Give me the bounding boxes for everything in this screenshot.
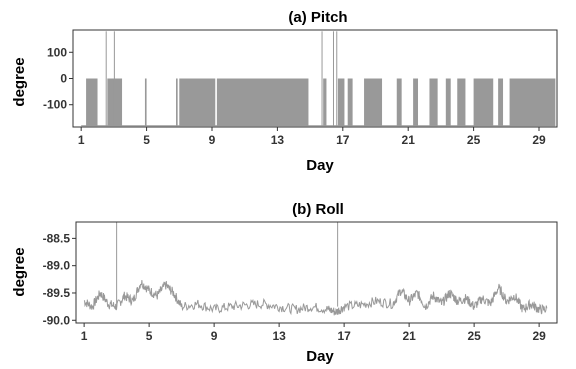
pitch-x-tick-label: 13 [271, 133, 285, 147]
roll-series-line [83, 280, 548, 316]
pitch-segment [179, 78, 216, 126]
pitch-x-tick-label: 1 [78, 133, 85, 147]
pitch-segment [364, 78, 383, 126]
roll-panel: (b) Roll degree Day 1 5 9 13 17 21 25 29 -88.5-… [11, 201, 558, 365]
pitch-segment [323, 78, 327, 126]
pitch-segment [332, 31, 334, 126]
pitch-segment [429, 78, 438, 126]
pitch-segment [86, 78, 98, 126]
pitch-y-tick-label: 0 [60, 72, 67, 86]
pitch-segment [321, 31, 323, 126]
pitch-segment [336, 31, 338, 126]
roll-marks [83, 222, 548, 316]
pitch-x-tick-label: 21 [402, 133, 416, 147]
pitch-y-tick-label: 100 [47, 45, 67, 59]
pitch-y-axis-label: degree [11, 57, 28, 106]
pitch-segment [105, 31, 107, 126]
pitch-segment [337, 78, 345, 126]
pitch-segment [473, 78, 494, 126]
pitch-x-axis-label: Day [306, 157, 334, 174]
pitch-segment [144, 78, 147, 126]
roll-x-axis-label: Day [306, 348, 334, 365]
pitch-segment [445, 78, 451, 126]
roll-x-tick-label: 13 [272, 329, 286, 343]
pitch-segment [113, 31, 115, 126]
roll-y-tick-label: -89.5 [43, 286, 71, 300]
pitch-x-tick-label: 29 [532, 133, 546, 147]
pitch-segment [216, 78, 309, 126]
roll-x-tick-label: 5 [146, 329, 153, 343]
roll-y-axis-label: degree [11, 247, 28, 296]
pitch-segment [509, 78, 556, 126]
pitch-x-tick-label: 25 [467, 133, 481, 147]
roll-x-tick-label: 17 [337, 329, 351, 343]
pitch-x-tick-label: 17 [336, 133, 350, 147]
roll-x-tick-label: 1 [81, 329, 88, 343]
roll-x-tick-label: 21 [402, 329, 416, 343]
roll-x-tick-label: 9 [211, 329, 218, 343]
roll-y-tick-label: -90.0 [43, 313, 71, 327]
roll-y-ticks: -88.5 -89.0 -89.5 -90.0 [43, 231, 76, 327]
pitch-y-tick-label: -100 [43, 98, 67, 112]
pitch-segment [457, 78, 466, 126]
pitch-segment [498, 78, 504, 126]
roll-x-ticks: 1 5 9 13 17 21 25 29 [81, 323, 546, 343]
roll-y-tick-label: -89.0 [43, 259, 71, 273]
pitch-segment [396, 78, 402, 126]
pitch-x-tick-label: 5 [143, 133, 150, 147]
roll-x-tick-label: 29 [532, 329, 546, 343]
roll-plot-frame [75, 221, 558, 324]
pitch-segment [176, 78, 178, 126]
pitch-x-ticks: 1 5 9 13 17 21 25 29 [78, 127, 546, 147]
pitch-x-tick-label: 9 [209, 133, 216, 147]
roll-x-tick-label: 25 [467, 329, 481, 343]
pitch-title: (a) Pitch [288, 9, 347, 26]
pitch-segment [413, 78, 419, 126]
roll-y-tick-label: -88.5 [43, 231, 71, 245]
pitch-marks [81, 31, 556, 127]
roll-title: (b) Roll [292, 201, 344, 218]
pitch-y-ticks: 100 0 -100 [43, 45, 73, 112]
pitch-panel: (a) Pitch degree Day 1 5 9 13 17 21 25 29 100 0 -… [11, 9, 558, 174]
pitch-segment [347, 78, 353, 126]
